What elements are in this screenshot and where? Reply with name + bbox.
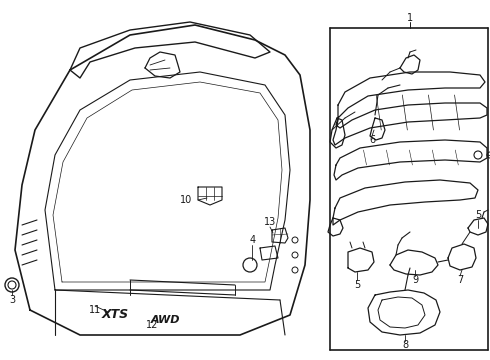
Text: 11: 11 <box>89 305 101 315</box>
Text: 3: 3 <box>9 295 15 305</box>
Text: 4: 4 <box>250 235 256 245</box>
Text: 12: 12 <box>146 320 158 330</box>
Text: 1: 1 <box>407 13 413 23</box>
Text: 5: 5 <box>475 210 481 220</box>
Text: 7: 7 <box>457 275 463 285</box>
Text: AWD: AWD <box>150 315 180 325</box>
Text: 6: 6 <box>369 135 375 145</box>
Text: 8: 8 <box>402 340 408 350</box>
Text: 9: 9 <box>412 275 418 285</box>
Text: XTS: XTS <box>101 309 128 321</box>
Text: 10: 10 <box>180 195 192 205</box>
Text: 13: 13 <box>264 217 276 227</box>
Text: 5: 5 <box>354 280 360 290</box>
